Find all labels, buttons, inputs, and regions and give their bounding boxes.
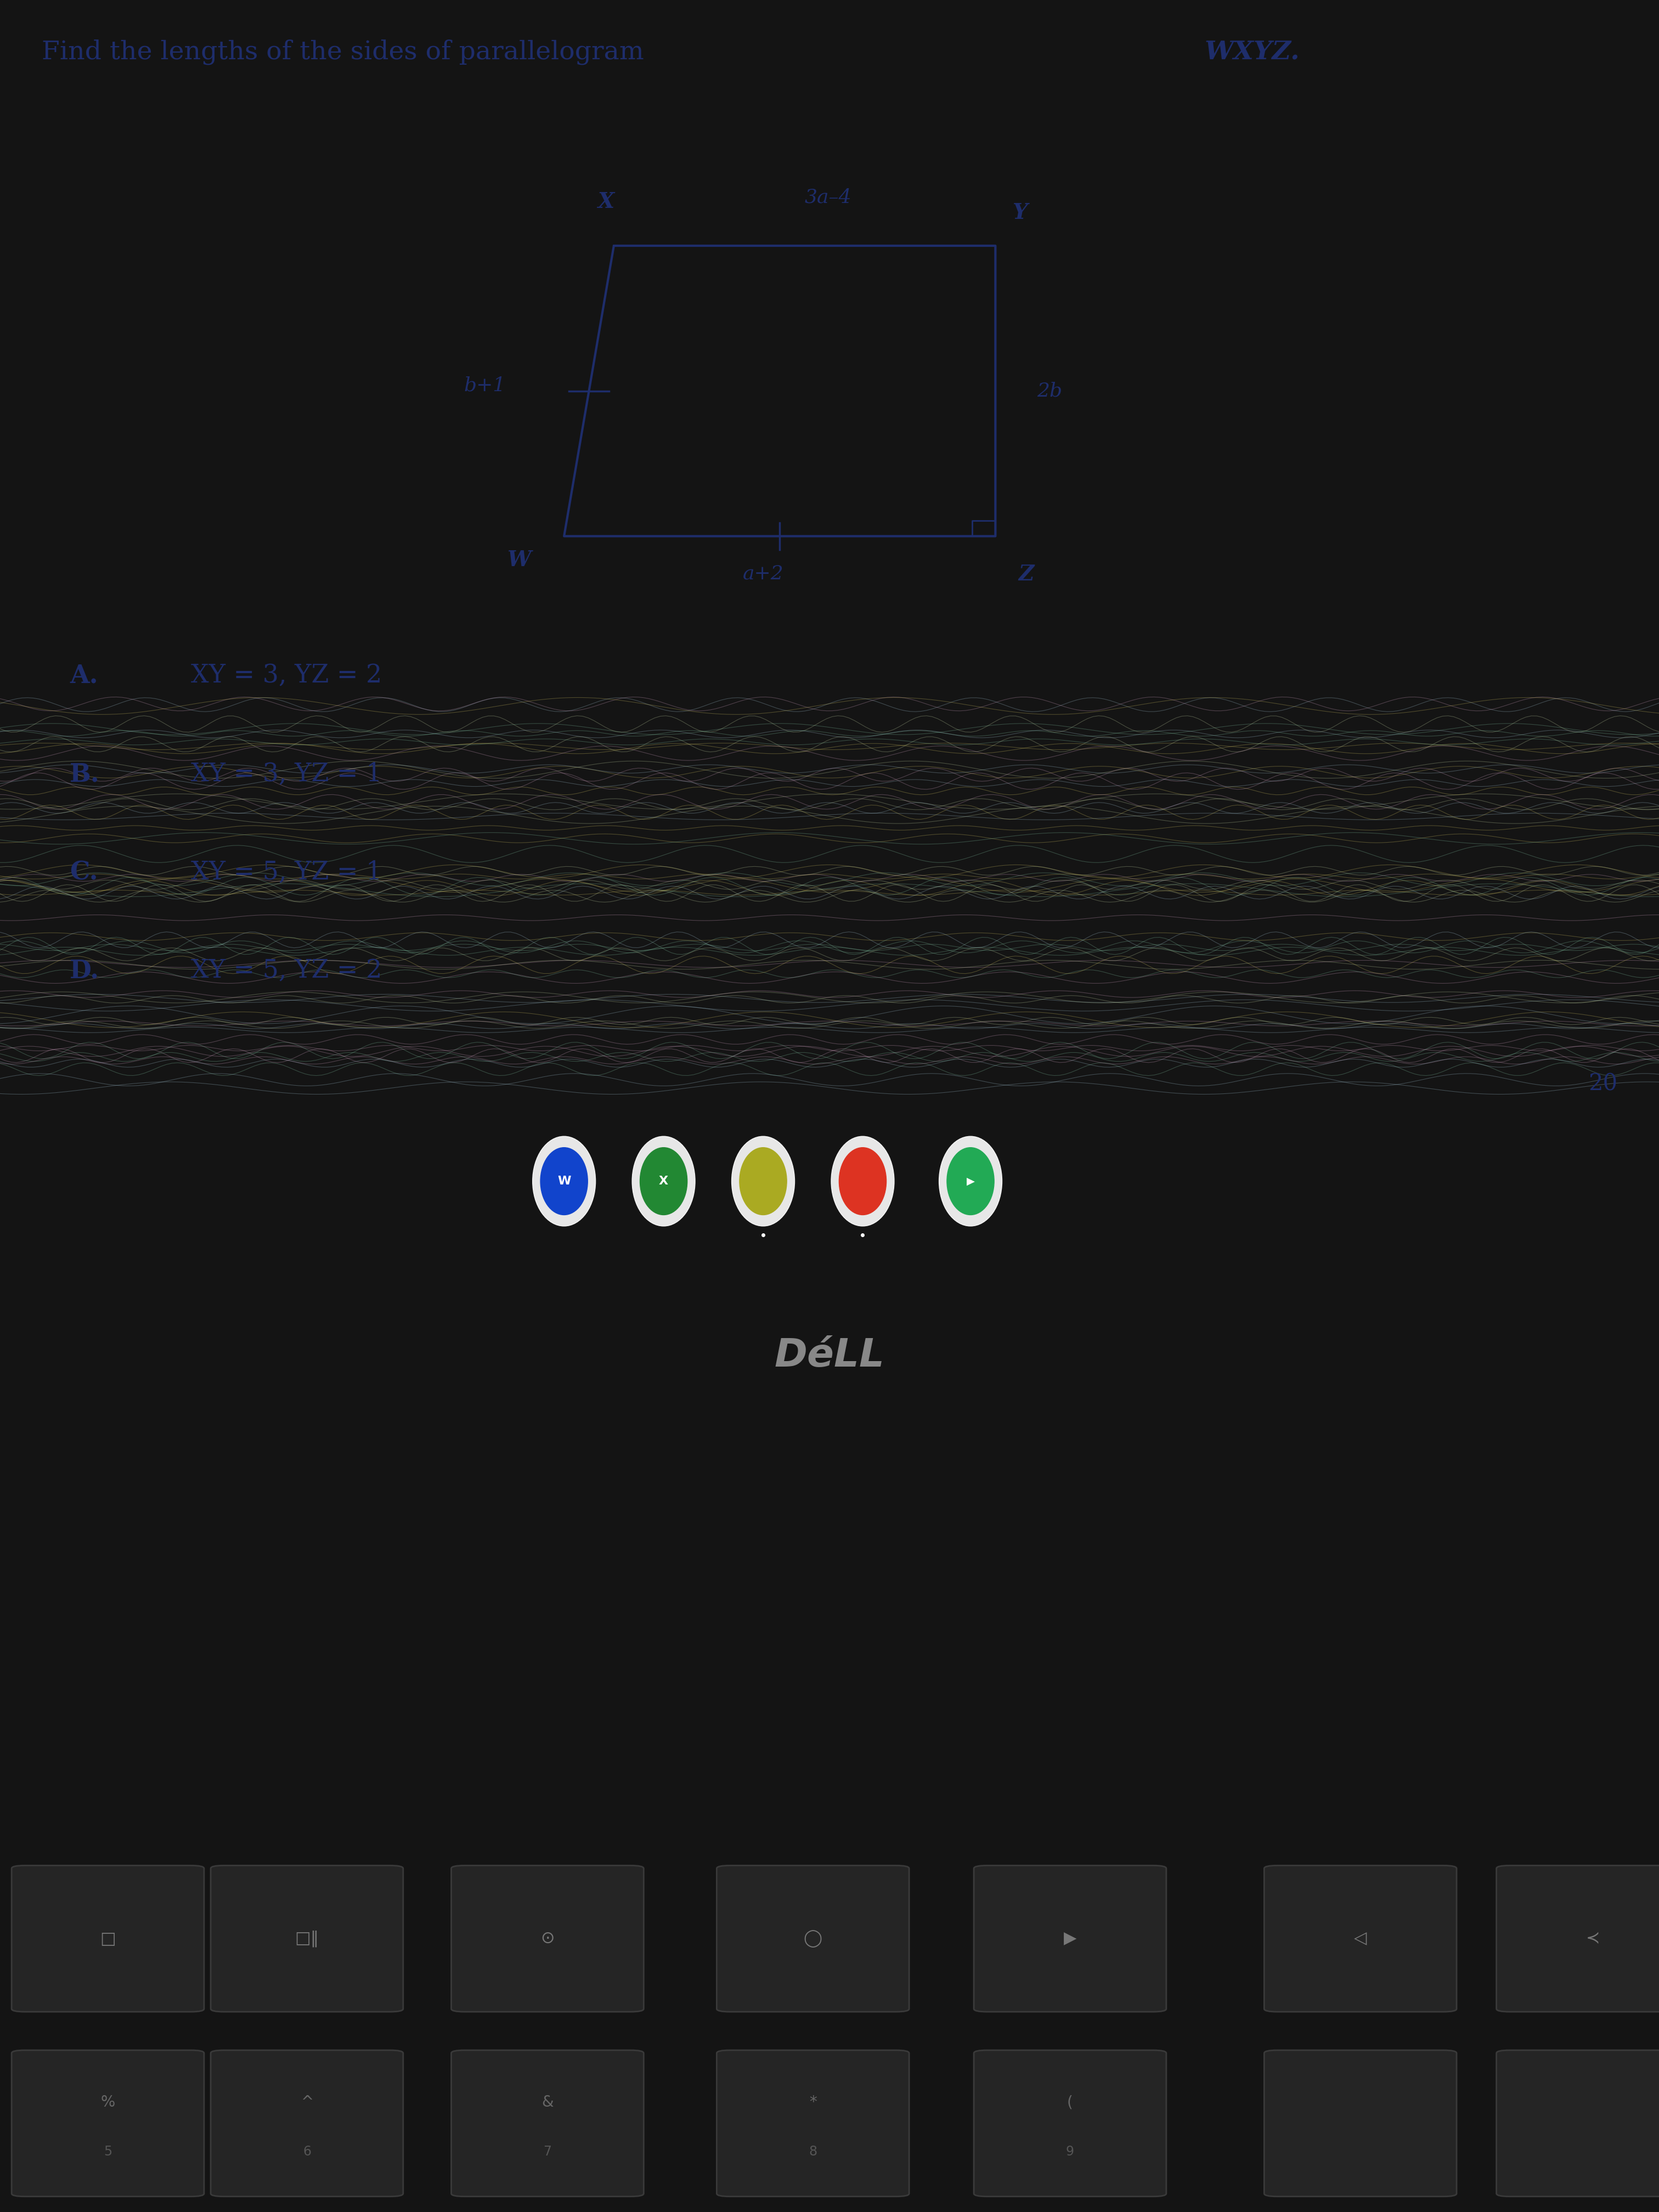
Text: A.: A. [70,664,98,688]
Text: Find the lengths of the sides of parallelogram: Find the lengths of the sides of paralle… [41,40,652,64]
Text: ▶: ▶ [967,1177,974,1186]
FancyBboxPatch shape [211,1865,403,2011]
Ellipse shape [939,1137,1002,1225]
Ellipse shape [732,1137,795,1225]
FancyBboxPatch shape [211,2051,403,2197]
Text: ⊙: ⊙ [541,1931,554,1947]
Text: D.: D. [70,958,100,984]
Text: 2b: 2b [1037,383,1062,400]
FancyBboxPatch shape [1264,1865,1457,2011]
Text: Y: Y [1012,204,1027,223]
Text: XY = 5, YZ = 1: XY = 5, YZ = 1 [191,860,382,885]
Text: XY = 3, YZ = 1: XY = 3, YZ = 1 [191,761,382,787]
FancyBboxPatch shape [1264,2051,1457,2197]
Ellipse shape [831,1137,894,1225]
Ellipse shape [632,1137,695,1225]
Text: &: & [541,2095,554,2110]
Text: a+2: a+2 [743,564,783,582]
FancyBboxPatch shape [12,2051,204,2197]
Text: 9: 9 [1067,2146,1073,2159]
Text: □‖: □‖ [295,1931,319,1947]
Text: XY = 3, YZ = 2: XY = 3, YZ = 2 [191,664,382,688]
FancyBboxPatch shape [1496,1865,1659,2011]
Text: ◁: ◁ [1354,1931,1367,1947]
FancyBboxPatch shape [1496,2051,1659,2197]
Text: *: * [810,2095,816,2110]
Text: XY = 5, YZ = 2: XY = 5, YZ = 2 [191,958,382,982]
FancyBboxPatch shape [717,2051,909,2197]
FancyBboxPatch shape [717,1865,909,2011]
Text: □: □ [100,1931,116,1947]
Text: b+1: b+1 [465,376,506,394]
Text: C.: C. [70,860,98,885]
Ellipse shape [740,1148,786,1214]
Text: 6: 6 [304,2146,310,2159]
Text: ▶: ▶ [1063,1931,1077,1947]
Text: B.: B. [70,761,100,787]
Ellipse shape [839,1148,886,1214]
Text: ◯: ◯ [803,1929,823,1947]
Text: 5: 5 [103,2146,113,2159]
FancyBboxPatch shape [451,1865,644,2011]
FancyBboxPatch shape [974,1865,1166,2011]
Text: WXYZ.: WXYZ. [1204,40,1299,64]
Ellipse shape [640,1148,687,1214]
Text: ^: ^ [300,2095,314,2110]
Ellipse shape [533,1137,596,1225]
Text: X: X [659,1177,669,1186]
Text: W: W [557,1177,571,1186]
Text: 3a–4: 3a–4 [805,188,851,206]
FancyBboxPatch shape [451,2051,644,2197]
Text: 7: 7 [544,2146,551,2159]
Text: X: X [597,192,614,212]
Text: DéLL: DéLL [775,1336,884,1376]
Text: (: ( [1067,2095,1073,2110]
Text: %: % [101,2095,114,2110]
Text: ≺: ≺ [1586,1931,1599,1947]
Text: Z: Z [1019,564,1034,584]
FancyBboxPatch shape [12,1865,204,2011]
FancyBboxPatch shape [974,2051,1166,2197]
Text: 8: 8 [808,2146,818,2159]
Text: W: W [508,549,531,571]
Ellipse shape [541,1148,587,1214]
Ellipse shape [947,1148,994,1214]
Text: 20: 20 [1588,1073,1618,1095]
